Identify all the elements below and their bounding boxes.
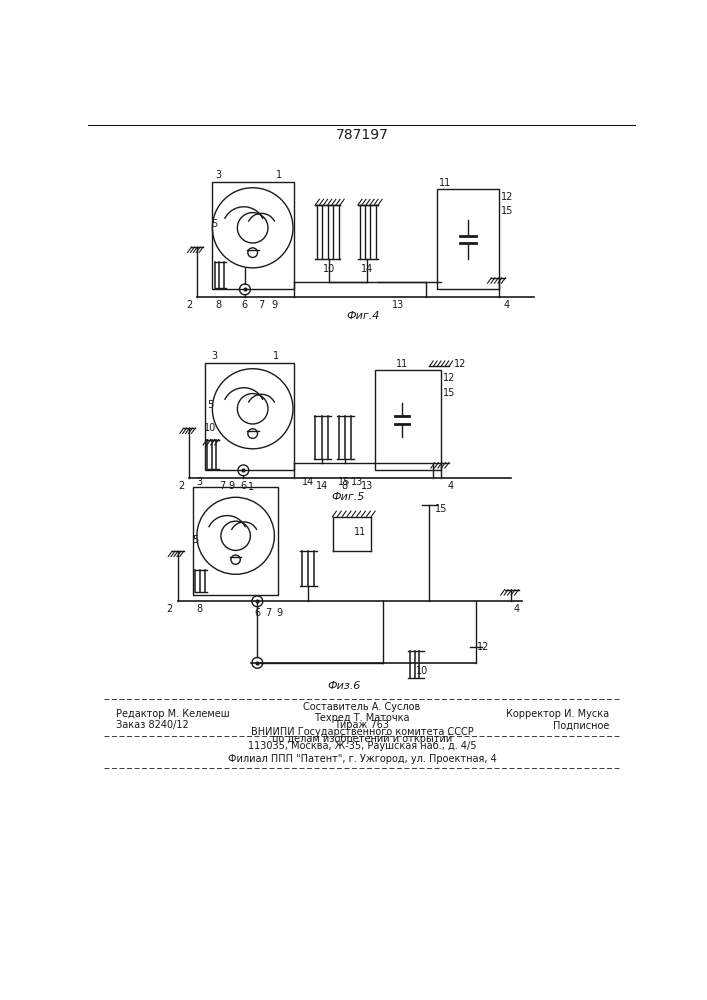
Text: Фиг.4: Фиг.4 bbox=[347, 311, 380, 321]
Text: 7: 7 bbox=[265, 608, 271, 618]
Text: 6: 6 bbox=[242, 300, 248, 310]
Text: 1: 1 bbox=[276, 170, 282, 180]
Text: 6: 6 bbox=[240, 481, 247, 491]
Text: 1: 1 bbox=[273, 351, 279, 361]
Text: 787197: 787197 bbox=[336, 128, 388, 142]
Bar bbox=[375, 370, 441, 470]
Text: Составитель А. Суслов: Составитель А. Суслов bbox=[303, 702, 421, 712]
Text: 8: 8 bbox=[196, 604, 202, 614]
Text: 12: 12 bbox=[443, 373, 455, 383]
Text: 2: 2 bbox=[186, 300, 192, 310]
Text: 15: 15 bbox=[443, 388, 455, 398]
Text: 15: 15 bbox=[501, 206, 513, 216]
Text: 7: 7 bbox=[258, 300, 264, 310]
Text: 13: 13 bbox=[361, 481, 373, 491]
Text: 7: 7 bbox=[219, 481, 226, 491]
Text: 15: 15 bbox=[435, 504, 448, 514]
Text: 9: 9 bbox=[228, 481, 235, 491]
Text: 4: 4 bbox=[448, 481, 453, 491]
Text: 13: 13 bbox=[392, 300, 404, 310]
Text: 8: 8 bbox=[216, 300, 221, 310]
Text: Техред Т. Маточка: Техред Т. Маточка bbox=[314, 713, 409, 723]
Text: Заказ 8240/12: Заказ 8240/12 bbox=[115, 720, 188, 730]
Text: Корректор И. Муска: Корректор И. Муска bbox=[506, 709, 609, 719]
Text: Физ.6: Физ.6 bbox=[327, 681, 361, 691]
Text: Тираж 763: Тираж 763 bbox=[334, 720, 390, 730]
Text: 3: 3 bbox=[196, 477, 202, 487]
Text: по делам изобретений и открытий: по делам изобретений и открытий bbox=[271, 734, 452, 744]
Text: 15: 15 bbox=[338, 477, 350, 487]
Text: Подписное: Подписное bbox=[553, 720, 609, 730]
Text: 13: 13 bbox=[351, 477, 363, 487]
Bar bbox=[193, 487, 279, 595]
Bar bbox=[204, 363, 293, 470]
Text: 12: 12 bbox=[501, 192, 513, 202]
Text: 2: 2 bbox=[178, 481, 185, 491]
Text: 5: 5 bbox=[211, 219, 218, 229]
Text: 10: 10 bbox=[416, 666, 428, 676]
Text: 11: 11 bbox=[396, 359, 409, 369]
Text: 4: 4 bbox=[513, 604, 519, 614]
Text: 9: 9 bbox=[271, 300, 277, 310]
Text: 14: 14 bbox=[361, 264, 373, 274]
Text: 1: 1 bbox=[248, 482, 255, 492]
Text: 5: 5 bbox=[192, 535, 199, 545]
Text: Филиал ППП "Патент", г. Ужгород, ул. Проектная, 4: Филиал ППП "Патент", г. Ужгород, ул. Про… bbox=[228, 754, 496, 764]
Text: 113035, Москва, Ж-35, Раушская наб., д. 4/5: 113035, Москва, Ж-35, Раушская наб., д. … bbox=[247, 741, 477, 751]
Text: 12: 12 bbox=[454, 359, 467, 369]
Text: 9: 9 bbox=[276, 608, 282, 618]
Text: 3: 3 bbox=[216, 170, 221, 180]
Text: 11: 11 bbox=[354, 527, 366, 537]
Text: Редактор М. Келемеш: Редактор М. Келемеш bbox=[115, 709, 229, 719]
Text: 14: 14 bbox=[315, 481, 328, 491]
Bar bbox=[437, 189, 499, 289]
Text: 14: 14 bbox=[302, 477, 314, 487]
Text: Фиг.5: Фиг.5 bbox=[332, 492, 365, 502]
Text: ВНИИПИ Государственного комитета СССР: ВНИИПИ Государственного комитета СССР bbox=[250, 727, 473, 737]
Text: 12: 12 bbox=[477, 642, 490, 652]
Text: 6: 6 bbox=[255, 608, 260, 618]
Text: 10: 10 bbox=[322, 264, 334, 274]
Text: 4: 4 bbox=[504, 300, 510, 310]
Text: 10: 10 bbox=[204, 423, 216, 433]
Text: 8: 8 bbox=[342, 481, 348, 491]
Text: 11: 11 bbox=[439, 178, 451, 188]
Text: 2: 2 bbox=[167, 604, 173, 614]
Bar bbox=[212, 182, 293, 289]
Text: 5: 5 bbox=[207, 400, 214, 410]
Text: 3: 3 bbox=[211, 351, 217, 361]
